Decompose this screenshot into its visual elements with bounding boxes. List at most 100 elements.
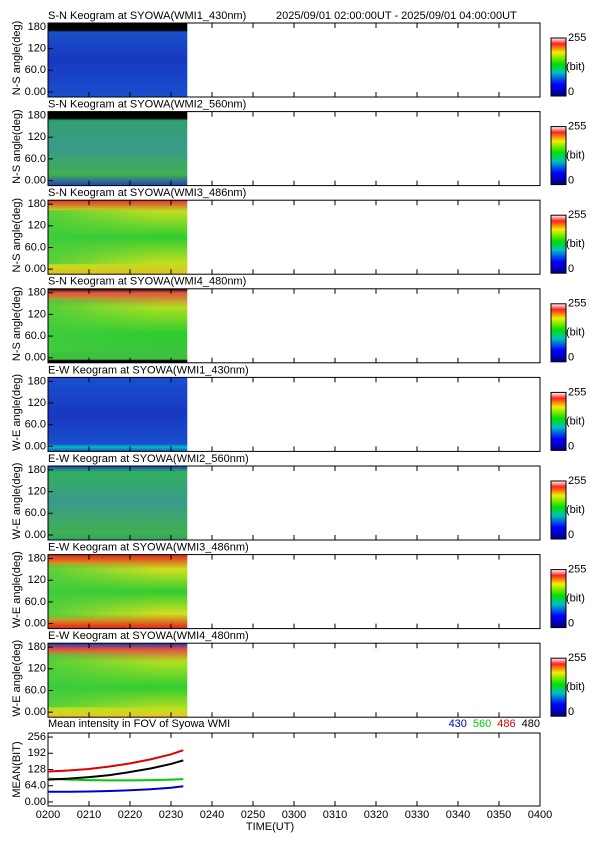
colorbar-min: 0 (568, 529, 574, 541)
colorbar-max: 255 (568, 386, 586, 398)
colorbar (550, 480, 567, 540)
panel-title: E-W Keogram at SYOWA(WMI1_430nm) (48, 364, 249, 376)
y-tick-label: 0.00 (25, 174, 46, 186)
keogram-shade (48, 298, 160, 353)
y-tick-label: 60.0 (25, 64, 46, 76)
panel-title: S-N Keogram at SYOWA(WMI2_560nm) (48, 99, 246, 111)
y-tick-label: 60.0 (25, 419, 46, 431)
keogram-shade (48, 564, 160, 619)
y-axis-label: W-E angle(deg) (11, 551, 23, 628)
y-tick-label: 120 (28, 220, 46, 232)
y-tick-label: 180 (28, 21, 46, 33)
colorbar-unit: (bit) (566, 504, 585, 516)
y-axis-label: W-E angle(deg) (11, 640, 23, 717)
colorbar (550, 214, 567, 274)
colorbar-max: 255 (568, 475, 586, 487)
y-axis-label: W-E angle(deg) (11, 374, 23, 451)
x-tick-label: 0330 (405, 809, 429, 821)
colorbar (550, 126, 567, 186)
y-tick-label: 120 (28, 574, 46, 586)
colorbar-unit: (bit) (566, 150, 585, 162)
legend-entry: 430 (449, 718, 467, 730)
y-axis-label: N-S angle(deg) (11, 287, 23, 362)
time-range: 2025/09/01 02:00:00UT - 2025/09/01 04:00… (276, 10, 517, 22)
colorbar (550, 37, 567, 97)
x-tick-label: 0240 (200, 809, 224, 821)
y-tick-label: 180 (28, 198, 46, 210)
keogram-image (48, 377, 188, 452)
keogram-shade (48, 653, 160, 708)
x-tick-label: 0300 (282, 809, 306, 821)
y-tick-label: 64.0 (25, 780, 46, 792)
colorbar-unit: (bit) (566, 415, 585, 427)
colorbar-max: 255 (568, 121, 586, 133)
y-tick-label: 120 (28, 486, 46, 498)
y-tick-label: 120 (28, 397, 46, 409)
colorbar-max: 255 (568, 564, 586, 576)
colorbar-max: 255 (568, 298, 586, 310)
colorbar-min: 0 (568, 440, 574, 452)
panel-title: S-N Keogram at SYOWA(WMI4_480nm) (48, 276, 246, 288)
y-axis-label: MEAN(BIT) (11, 741, 23, 797)
y-tick-label: 60.0 (25, 507, 46, 519)
y-tick-label: 120 (28, 43, 46, 55)
x-tick-label: 0220 (118, 809, 142, 821)
legend-entry: 560 (473, 718, 491, 730)
series-line (47, 759, 184, 781)
y-axis-label: W-E angle(deg) (11, 463, 23, 540)
x-tick-label: 0400 (528, 809, 552, 821)
y-tick-label: 180 (28, 552, 46, 564)
y-tick-label: 180 (28, 464, 46, 476)
y-tick-label: 128 (28, 763, 46, 775)
plot-frame (47, 732, 541, 807)
y-tick-label: 180 (28, 287, 46, 299)
colorbar (550, 303, 567, 363)
y-tick-label: 0.00 (25, 352, 46, 364)
y-tick-label: 60.0 (25, 330, 46, 342)
keogram-image (48, 466, 188, 540)
y-tick-label: 256 (28, 731, 46, 743)
x-tick-label: 0320 (364, 809, 388, 821)
y-tick-label: 120 (28, 131, 46, 143)
x-tick-label: 0210 (77, 809, 101, 821)
colorbar-unit: (bit) (566, 61, 585, 73)
colorbar-max: 255 (568, 209, 586, 221)
colorbar-max: 255 (568, 32, 586, 44)
keogram-shade (48, 210, 160, 265)
y-tick-label: 0.00 (25, 263, 46, 275)
chart-title: Mean intensity in FOV of Syowa WMI (48, 718, 230, 730)
colorbar-unit: (bit) (566, 238, 585, 250)
series-line (47, 749, 184, 773)
colorbar-min: 0 (568, 86, 574, 98)
y-axis-label: N-S angle(deg) (11, 21, 23, 96)
colorbar-unit: (bit) (566, 327, 585, 339)
panel-title: E-W Keogram at SYOWA(WMI2_560nm) (48, 453, 249, 465)
panel-title: E-W Keogram at SYOWA(WMI3_486nm) (48, 542, 249, 554)
y-axis-label: N-S angle(deg) (11, 109, 23, 184)
series-line (47, 777, 184, 782)
y-tick-label: 60.0 (25, 241, 46, 253)
colorbar-unit: (bit) (566, 593, 585, 605)
colorbar-min: 0 (568, 618, 574, 630)
x-tick-label: 0340 (446, 809, 470, 821)
y-tick-label: 60.0 (25, 153, 46, 165)
colorbar (550, 391, 567, 451)
colorbar (550, 657, 567, 717)
panel-title: S-N Keogram at SYOWA(WMI1_430nm) (48, 10, 246, 22)
legend-entry: 480 (522, 718, 540, 730)
x-tick-label: 0230 (159, 809, 183, 821)
y-tick-label: 0.00 (25, 440, 46, 452)
keogram-image (48, 111, 188, 186)
y-tick-label: 0.00 (25, 617, 46, 629)
y-tick-label: 180 (28, 375, 46, 387)
series-line (48, 785, 184, 793)
y-tick-label: 0.00 (25, 86, 46, 98)
y-tick-label: 0.00 (25, 529, 46, 541)
panel-title: S-N Keogram at SYOWA(WMI3_486nm) (48, 187, 246, 199)
panel-title: E-W Keogram at SYOWA(WMI4_480nm) (48, 630, 249, 642)
colorbar-unit: (bit) (566, 681, 585, 693)
y-tick-label: 60.0 (25, 684, 46, 696)
y-tick-label: 120 (28, 663, 46, 675)
